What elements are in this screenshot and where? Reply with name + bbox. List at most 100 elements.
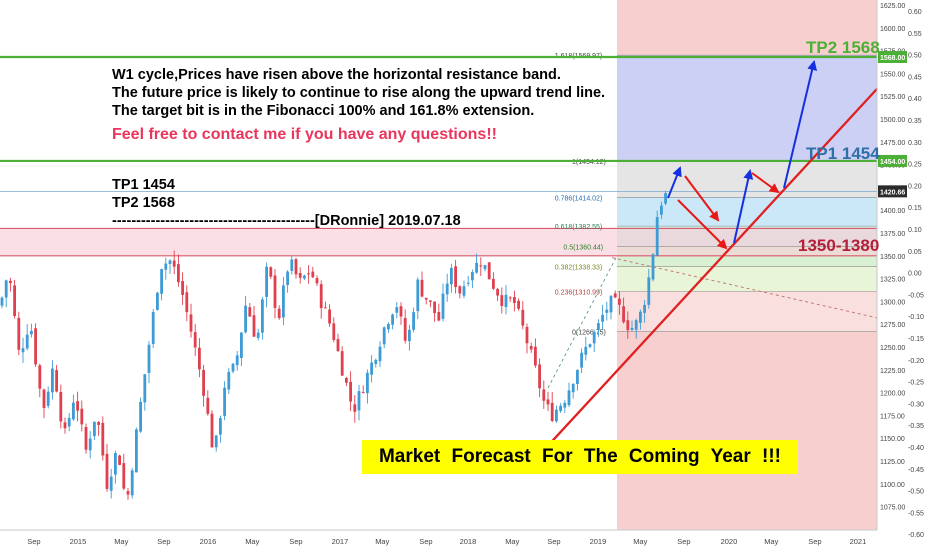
candle-body xyxy=(445,283,449,295)
candle-body xyxy=(471,272,474,281)
candle-body xyxy=(0,297,4,306)
candle-body xyxy=(332,323,336,340)
zone-fib-382 xyxy=(617,266,877,292)
candle-body xyxy=(151,312,155,345)
candle-body xyxy=(622,306,625,323)
x-tick-label: Sep xyxy=(419,537,432,546)
candle-body xyxy=(88,438,92,451)
candle-body xyxy=(55,370,58,392)
candle-body xyxy=(353,404,357,412)
band-tag: 1350-1380 xyxy=(798,236,880,255)
fib-label: 1(1454.12) xyxy=(572,159,606,166)
forecast-banner: Market Forecast For The Coming Year !!! xyxy=(362,440,798,474)
candle-body xyxy=(248,307,252,317)
candle-body xyxy=(244,305,247,333)
candle-body xyxy=(286,271,289,285)
candle-body xyxy=(30,330,33,335)
candle-body xyxy=(324,307,327,309)
candle-body xyxy=(105,453,109,489)
candle-body xyxy=(487,262,491,280)
candle-body xyxy=(550,402,554,421)
overlay-tick-label: 0.30 xyxy=(908,140,922,147)
candle-body xyxy=(601,314,604,322)
candle-body xyxy=(399,306,403,317)
x-tick-label: 2018 xyxy=(460,537,477,546)
x-tick-label: Sep xyxy=(547,537,560,546)
candle-body xyxy=(613,293,617,298)
candle-body xyxy=(475,262,478,273)
candle-body xyxy=(269,267,273,277)
candle-body xyxy=(80,408,84,425)
x-tick-label: Sep xyxy=(677,537,690,546)
candle-body xyxy=(227,371,231,390)
candle-body xyxy=(223,387,226,416)
y-tick-label: 1100.00 xyxy=(880,482,905,489)
candle-body xyxy=(256,332,260,338)
candle-body xyxy=(437,312,441,321)
candle-body xyxy=(462,286,466,296)
candle-body xyxy=(441,293,445,319)
candle-body xyxy=(634,320,638,330)
x-tick-label: May xyxy=(245,537,259,546)
candle-body xyxy=(361,392,365,394)
overlay-tick-label: -0.55 xyxy=(908,510,924,517)
overlay-tick-label: -0.20 xyxy=(908,358,924,365)
fib-label: 0.5(1360.44) xyxy=(563,244,603,251)
candle-body xyxy=(84,426,88,450)
candle-body xyxy=(542,389,546,401)
candle-body xyxy=(597,323,600,330)
candle-body xyxy=(395,307,399,313)
candle-body xyxy=(265,266,268,297)
candle-body xyxy=(664,193,667,204)
x-tick-label: Sep xyxy=(27,537,40,546)
overlay-tick-label: -0.45 xyxy=(908,467,924,474)
candle-body xyxy=(67,417,71,427)
overlay-tick-label: -0.40 xyxy=(908,445,924,452)
candle-body xyxy=(454,266,457,288)
y-tick-label: 1175.00 xyxy=(880,413,905,420)
candle-body xyxy=(21,348,25,353)
candle-body xyxy=(135,429,138,473)
candle-body xyxy=(147,344,151,373)
candle-body xyxy=(660,205,663,215)
candle-body xyxy=(609,296,613,313)
candle-body xyxy=(76,401,79,411)
overlay-tick-label: 0.20 xyxy=(908,183,922,190)
candle-body xyxy=(172,260,176,267)
overlay-tick-label: -0.05 xyxy=(908,292,924,299)
candle-body xyxy=(177,264,180,283)
overlay-tick-label: 0.10 xyxy=(908,227,922,234)
y-tick-label: 1300.00 xyxy=(880,299,905,306)
overlay-tick-label: 0.35 xyxy=(908,118,922,125)
zone-fib-1 xyxy=(617,160,877,198)
candle-body xyxy=(408,329,411,342)
forecast-arrow-down xyxy=(677,199,728,250)
candle-body xyxy=(143,374,147,403)
candle-body xyxy=(303,275,306,279)
overlay-tick-label: 0.60 xyxy=(908,9,922,16)
candle-body xyxy=(93,421,96,437)
overlay-tick-label: 0.40 xyxy=(908,96,922,103)
candle-body xyxy=(643,304,646,313)
y-tick-label: 1525.00 xyxy=(880,94,905,101)
candle-body xyxy=(492,278,495,289)
candle-body xyxy=(109,476,113,491)
candle-body xyxy=(391,314,394,325)
candle-body xyxy=(51,368,54,393)
candle-body xyxy=(315,278,319,284)
overlay-tick-label: 0.55 xyxy=(908,31,922,38)
candle-body xyxy=(336,339,340,352)
overlay-tick-label: -0.60 xyxy=(908,532,924,539)
price-tag-label: 1420.66 xyxy=(880,189,905,196)
candle-body xyxy=(345,377,348,383)
y-tick-label: 1200.00 xyxy=(880,391,905,398)
candle-body xyxy=(13,285,16,317)
candle-body xyxy=(59,391,63,422)
x-tick-label: Sep xyxy=(808,537,821,546)
candle-body xyxy=(72,402,75,420)
candle-body xyxy=(210,413,214,448)
candle-body xyxy=(122,463,126,489)
fib-label: 0.236(1310.99) xyxy=(555,289,602,296)
